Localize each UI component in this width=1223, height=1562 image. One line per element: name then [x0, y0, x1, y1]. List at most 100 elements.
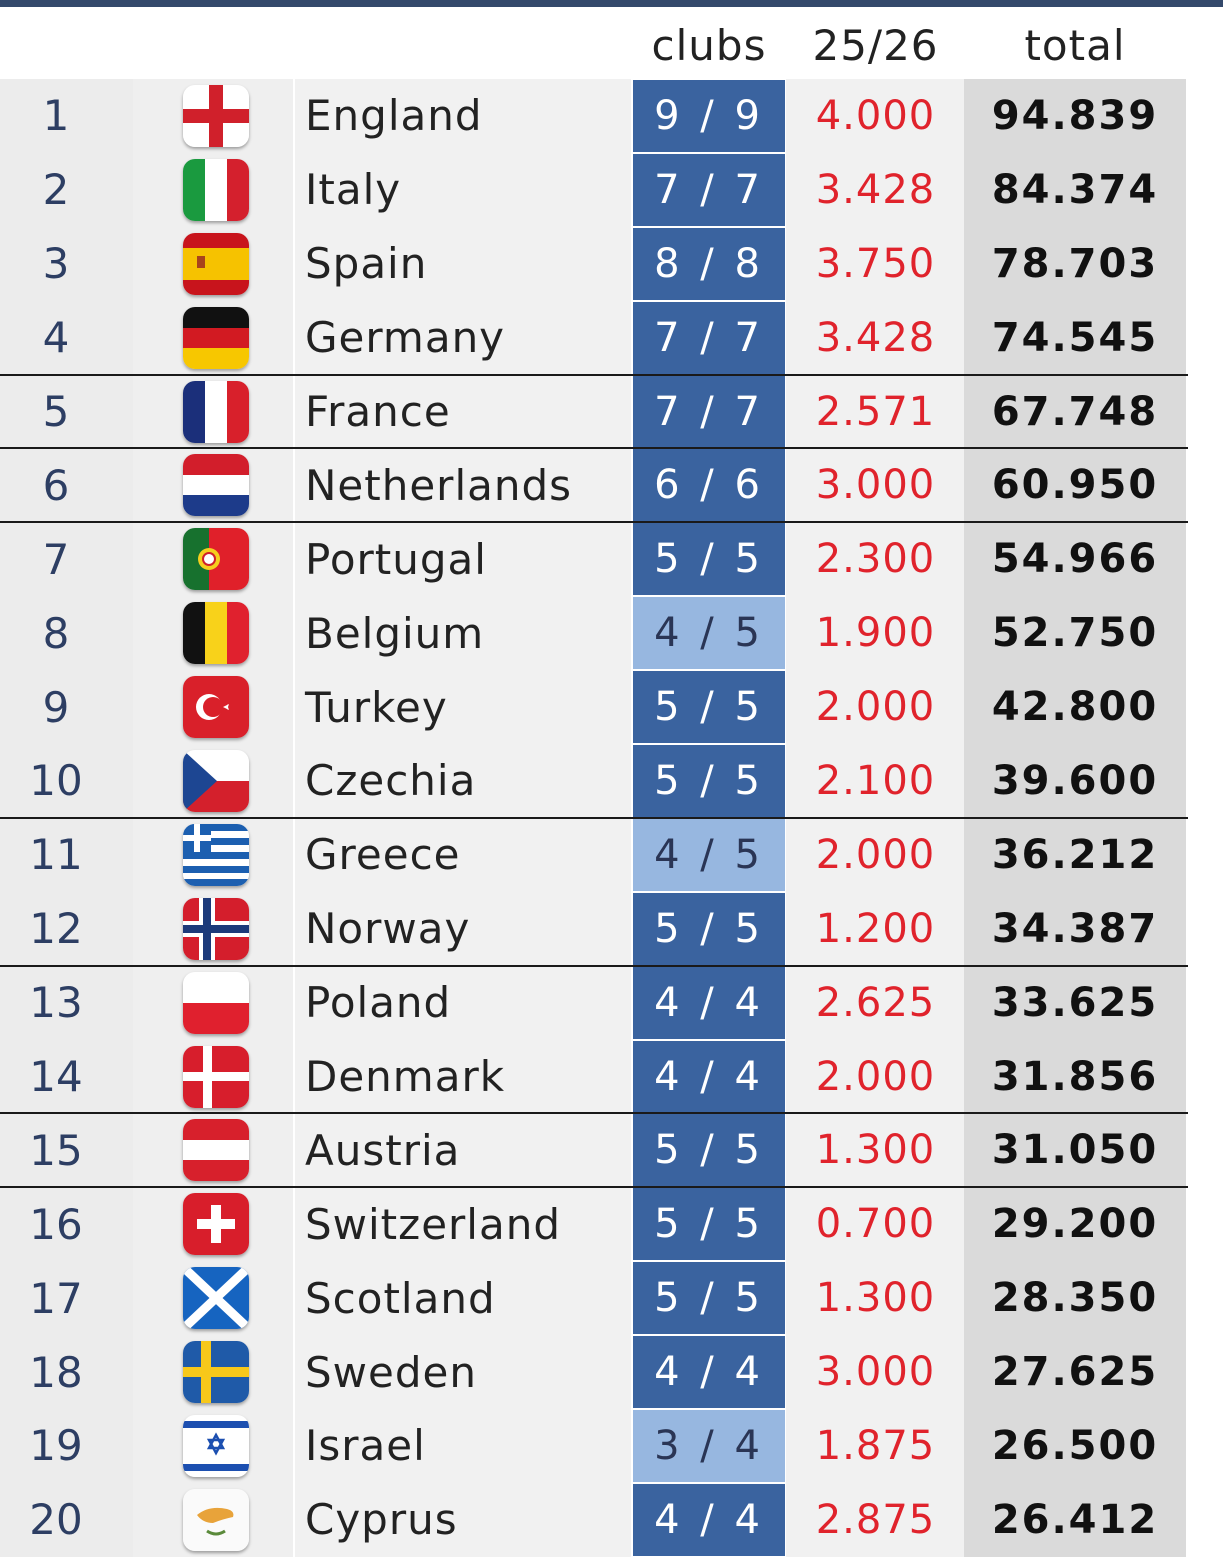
scotland-flag-icon: [183, 1267, 249, 1330]
clubs-count: 3 / 4: [633, 1410, 785, 1482]
cell-background: [0, 817, 133, 892]
rank-number: 20: [29, 1495, 83, 1545]
table-row: 14 Denmark 4 / 4 2.000 31.856: [0, 1039, 1223, 1115]
cell-background: [0, 744, 133, 818]
poland-flag-icon: [183, 971, 249, 1034]
season-points: 2.875: [815, 1496, 936, 1543]
season-points: 3.750: [815, 240, 936, 287]
table-row: 3 Spain 8 / 8 3.750 78.703: [0, 226, 1223, 301]
table-row: 1 England 9 / 9 4.000 94.839: [0, 79, 1223, 153]
season-points: 1.875: [815, 1422, 936, 1469]
cell-background: [295, 817, 631, 892]
row-separator: [0, 1112, 1188, 1115]
rank-number: 19: [29, 1421, 83, 1471]
cell-background: [0, 965, 133, 1040]
season-points: 2.571: [815, 388, 936, 435]
clubs-count: 5 / 5: [633, 1262, 785, 1335]
row-separator: [0, 521, 1188, 524]
country-name: Italy: [305, 165, 402, 215]
cell-background: [0, 152, 133, 227]
country-name: Belgium: [305, 608, 485, 658]
germany-flag-icon: [183, 306, 249, 369]
cell-background: [0, 522, 133, 597]
rank-number: 16: [29, 1199, 83, 1249]
season-points: 2.100: [815, 757, 936, 804]
cell-background: [786, 1261, 964, 1336]
total-points: 31.050: [991, 1127, 1159, 1174]
country-name: Spain: [305, 239, 428, 289]
season-points: 1.200: [815, 905, 936, 952]
cell-background: [964, 374, 1186, 449]
season-points: 1.300: [815, 1275, 936, 1322]
header-season: 25/26: [812, 21, 939, 70]
belgium-flag-icon: [183, 602, 249, 665]
clubs-count: 5 / 5: [633, 523, 785, 596]
cell-background: [786, 744, 964, 818]
cell-background: [0, 374, 133, 449]
cell-background: [0, 670, 133, 745]
switzerland-flag-icon: [183, 1193, 249, 1256]
season-points: 1.900: [815, 610, 936, 657]
rank-number: 15: [29, 1125, 83, 1175]
season-points: 2.300: [815, 536, 936, 583]
country-name: Czechia: [305, 756, 477, 806]
cell-background: [0, 1261, 133, 1336]
cell-background: [786, 1113, 964, 1188]
clubs-count: 7 / 7: [633, 153, 785, 226]
season-points: 0.700: [815, 1201, 936, 1248]
total-points: 27.625: [991, 1349, 1159, 1396]
clubs-count: 5 / 5: [633, 892, 785, 965]
clubs-count: 9 / 9: [633, 80, 785, 152]
cell-background: [0, 891, 133, 966]
total-points: 39.600: [991, 757, 1159, 804]
table-row: 4 Germany 7 / 7 3.428 74.545: [0, 300, 1223, 376]
country-name: Scotland: [305, 1273, 496, 1323]
season-points: 2.000: [815, 1053, 936, 1100]
cell-background: [295, 1409, 631, 1483]
cell-background: [0, 79, 133, 153]
country-name: Israel: [305, 1421, 426, 1471]
top-border: [0, 0, 1223, 7]
clubs-count: 8 / 8: [633, 227, 785, 300]
cell-background: [786, 522, 964, 597]
clubs-count: 4 / 4: [633, 1040, 785, 1113]
cell-background: [964, 744, 1186, 818]
country-name: England: [305, 91, 483, 141]
sweden-flag-icon: [183, 1341, 249, 1404]
rank-number: 9: [42, 682, 70, 732]
country-name: Germany: [305, 313, 506, 363]
total-points: 74.545: [991, 314, 1159, 361]
cell-background: [295, 448, 631, 523]
cell-background: [295, 152, 631, 227]
table-row: 13 Poland 4 / 4 2.625 33.625: [0, 965, 1223, 1040]
table-row: 7 Portugal 5 / 5 2.300 54.966: [0, 522, 1223, 597]
clubs-count: 5 / 5: [633, 1114, 785, 1187]
cell-background: [964, 596, 1186, 671]
rank-number: 18: [29, 1347, 83, 1397]
row-separator: [0, 373, 1188, 376]
rank-number: 12: [29, 904, 83, 954]
cell-background: [964, 1113, 1186, 1188]
season-points: 2.625: [815, 979, 936, 1026]
cell-background: [964, 1482, 1186, 1557]
cell-background: [786, 1482, 964, 1557]
cell-background: [964, 891, 1186, 966]
cell-background: [295, 79, 631, 153]
cell-background: [964, 670, 1186, 745]
country-name: Denmark: [305, 1052, 506, 1102]
total-points: 34.387: [991, 905, 1159, 952]
cell-background: [295, 1261, 631, 1336]
italy-flag-icon: [183, 158, 249, 221]
table-row: 18 Sweden 4 / 4 3.000 27.625: [0, 1335, 1223, 1410]
country-name: Netherlands: [305, 460, 573, 510]
cell-background: [295, 744, 631, 818]
total-points: 33.625: [991, 979, 1159, 1026]
rank-number: 10: [29, 756, 83, 806]
cell-background: [295, 374, 631, 449]
country-name: Turkey: [305, 682, 448, 732]
cell-background: [786, 1409, 964, 1483]
denmark-flag-icon: [183, 1045, 249, 1108]
table-row: 6 Netherlands 6 / 6 3.000 60.950: [0, 448, 1223, 524]
rank-number: 11: [29, 830, 83, 880]
clubs-count: 4 / 5: [633, 818, 785, 891]
